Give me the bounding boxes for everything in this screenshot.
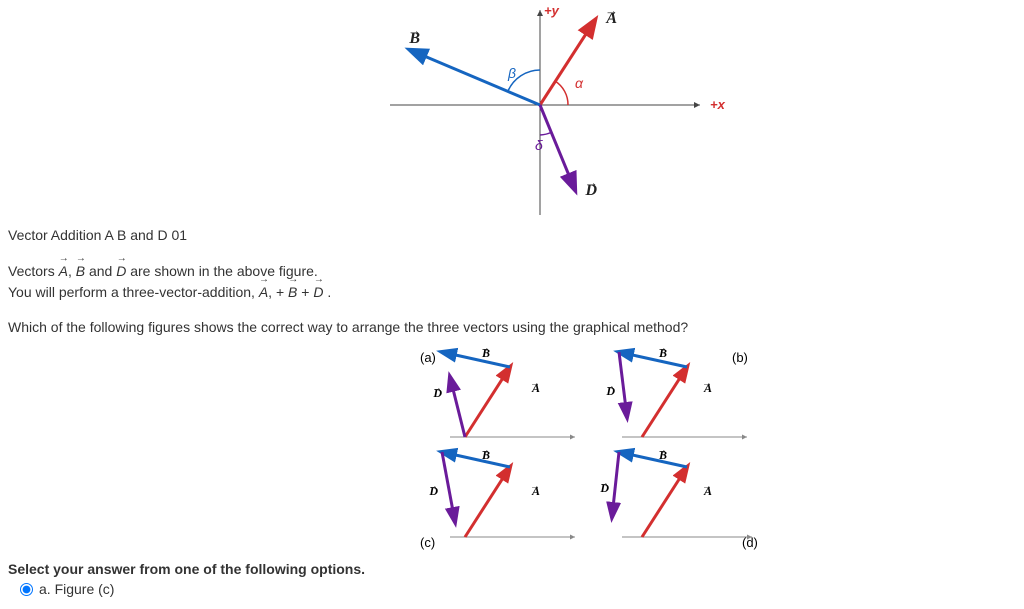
vector-a [540,20,595,105]
vec-a-inline-2: →A [259,282,268,303]
choice-c-vec-d [442,452,455,522]
main-vector-diagram: +x +y A→ B→ D→ α β δ [380,5,730,225]
choice-a-vec-a [465,367,510,437]
vec-a-inline: →A [59,261,68,282]
angle-alpha-label: α [575,75,584,91]
svg-text:B→: B→ [657,347,667,360]
choice-d-vec-a [642,467,687,537]
p1-pre: Vectors [8,263,59,279]
angle-delta-arc [540,132,552,135]
vec-d-inline-2: →D [313,282,323,303]
vec-b-inline-2: →B [288,282,297,303]
vector-d [540,105,575,190]
choice-b-panel: (b) A→ B→ D→ [605,347,748,437]
choice-b-vec-b [619,352,687,367]
angle-delta-label: δ [535,137,543,153]
choice-c-vec-b [442,452,510,467]
svg-text:D→: D→ [605,381,615,398]
vec-b-inline: →B [76,261,85,282]
angle-alpha-arc [555,81,568,105]
choice-a-vec-b [442,352,510,367]
svg-text:A→: A→ [702,481,712,498]
problem-text-block: Vector Addition A B and D 01 Vectors →A,… [0,227,1024,335]
paragraph-1: Vectors →A, →B and →D are shown in the a… [8,261,1024,303]
question-text: Which of the following figures shows the… [8,319,1024,335]
svg-text:B→: B→ [480,347,490,360]
select-prompt: Select your answer from one of the follo… [0,561,1024,577]
svg-text:A→: A→ [702,378,712,395]
choice-c-label: (c) [420,535,435,550]
choice-b-label: (b) [732,350,748,365]
option-a-label: a. Figure (c) [39,581,114,597]
p2-pre: You will perform a three-vector-addition… [8,284,259,300]
section-title: Vector Addition A B and D 01 [8,227,1024,243]
choice-d-vec-d [612,452,619,517]
choice-c-vec-a [465,467,510,537]
x-axis-label: +x [710,97,726,112]
vector-d-label: D→ [584,175,598,199]
choices-figure-area: (a) A→ B→ D→ (b) A→ B→ D→ (c) [0,347,1024,557]
choice-a-panel: (a) A→ B→ D→ [420,347,575,437]
choice-a-vec-d [450,377,465,437]
choice-c-panel: (c) A→ B→ D→ [420,445,575,550]
svg-text:D→: D→ [599,478,609,495]
choices-svg: (a) A→ B→ D→ (b) A→ B→ D→ (c) [0,347,800,557]
option-a-row[interactable]: a. Figure (c) [0,581,1024,597]
svg-text:A→: A→ [530,378,540,395]
vector-b-label: B→ [408,23,421,47]
svg-text:D→: D→ [432,383,442,400]
svg-text:A→: A→ [530,481,540,498]
choice-b-vec-d [619,352,627,417]
main-figure-area: +x +y A→ B→ D→ α β δ [0,0,1024,225]
choice-d-panel: (d) A→ B→ D→ [599,445,758,550]
svg-text:B→: B→ [480,445,490,462]
svg-text:D→: D→ [428,481,438,498]
y-axis-label: +y [544,5,560,18]
option-a-radio[interactable] [20,583,33,596]
vec-d-inline: →D [116,261,126,282]
vector-a-label: A→ [605,5,618,27]
svg-text:B→: B→ [657,445,667,462]
choice-d-vec-b [619,452,687,467]
angle-beta-label: β [507,65,516,81]
choice-a-label: (a) [420,350,436,365]
choice-b-vec-a [642,367,687,437]
vector-b [410,50,540,105]
